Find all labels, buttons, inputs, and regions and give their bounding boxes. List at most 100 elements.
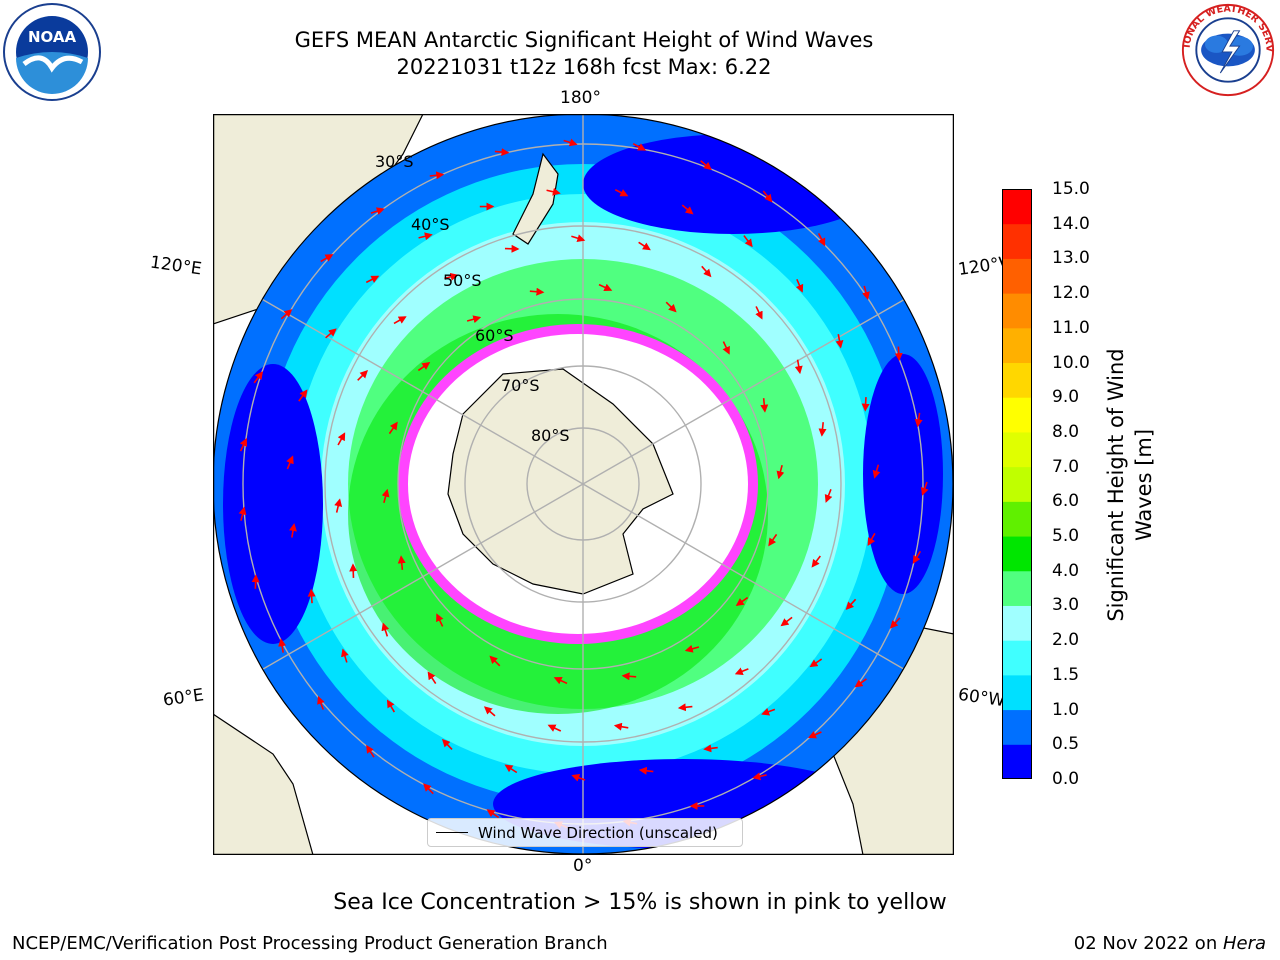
polar-map: 30°S 40°S 50°S 60°S 70°S 80°S (213, 114, 954, 855)
wave-direction-arrow (357, 369, 368, 381)
wave-direction-arrow (494, 148, 510, 157)
chart-title: GEFS MEAN Antarctic Significant Height o… (294, 28, 874, 52)
lon-label-60e: 60°E (161, 685, 206, 711)
wave-direction-arrow (504, 764, 518, 774)
lon-label-0: 0° (573, 856, 593, 876)
wave-direction-arrow (681, 204, 694, 215)
wave-direction-arrow (760, 398, 769, 413)
wave-direction-arrow (483, 706, 496, 717)
colorbar-segment (1002, 536, 1032, 572)
wave-direction-arrow (755, 306, 763, 320)
wave-direction-arrow (239, 437, 248, 452)
wave-direction-arrow (861, 397, 870, 412)
wave-direction-arrow (638, 241, 651, 251)
wave-direction-arrow (381, 488, 390, 504)
wave-direction-arrow (546, 187, 561, 196)
colorbar-segment (1002, 570, 1032, 606)
nws-logo: NATIONAL WEATHER SERVICE (1180, 2, 1275, 97)
new-zealand-land (512, 152, 559, 245)
lat-label-60s: 60°S (475, 326, 514, 345)
wave-direction-arrow (418, 232, 433, 241)
wave-direction-arrow (614, 189, 629, 197)
colorbar-tick-label: 1.5 (1052, 664, 1080, 685)
colorbar-tick-label: 4.0 (1052, 560, 1080, 581)
wave-direction-arrow (280, 309, 293, 320)
wave-direction-arrow (547, 724, 562, 732)
lat-label-70s: 70°S (501, 376, 540, 395)
longitude-grid (213, 114, 953, 854)
colorbar-tick-label: 8.0 (1052, 421, 1080, 442)
noaa-logo-text: NOAA (28, 28, 77, 46)
colorbar-tick-label: 3.0 (1052, 595, 1080, 616)
lon-label-120e: 120°E (148, 252, 203, 280)
wave-direction-arrow (780, 616, 793, 627)
wave-direction-arrow (486, 809, 500, 819)
colorbar-tick-label: 7.0 (1052, 456, 1080, 477)
wave-direction-arrow (366, 744, 375, 758)
wave-direction-arrow (571, 234, 586, 243)
wave-direction-arrow (824, 489, 833, 503)
wave-direction-arrow (809, 658, 823, 668)
wave-direction-arrow (286, 455, 294, 470)
wave-direction-arrow (734, 667, 749, 675)
colorbar-segment (1002, 431, 1032, 468)
wave-direction-arrow (466, 315, 482, 324)
colorbar-segment (1002, 709, 1032, 745)
wind-wave-arrows (238, 138, 929, 829)
colorbar-segment (1002, 397, 1032, 433)
wave-direction-arrow (341, 648, 349, 663)
wave-direction-arrow (743, 235, 753, 248)
wave-direction-arrow (381, 622, 390, 637)
wave-direction-arrow (370, 207, 385, 215)
wave-direction-arrow (307, 588, 316, 604)
colorbar-segment (1002, 223, 1032, 259)
lon-label-60w: 60°W (956, 684, 1007, 712)
footer-host: Hera (1222, 933, 1266, 954)
wave-direction-arrow (872, 464, 881, 479)
wave-direction-arrow (703, 744, 718, 753)
colorbar-segment (1002, 293, 1032, 329)
colorbar-tick-label: 1.0 (1052, 699, 1080, 720)
colorbar-tick-label: 15.0 (1052, 179, 1090, 199)
wave-direction-arrow (444, 272, 459, 281)
wave-direction-arrow (386, 699, 396, 713)
colorbar-segment (1002, 605, 1032, 641)
wave-direction-arrow (794, 359, 803, 375)
wave-direction-arrow (914, 412, 923, 428)
wave-direction-arrow (317, 695, 325, 710)
wave-direction-arrow (427, 671, 437, 684)
wave-direction-arrow (325, 328, 337, 339)
colorbar-tick-label: 0.5 (1052, 734, 1080, 755)
lat-label-50s: 50°S (443, 271, 482, 290)
wave-direction-arrow (489, 655, 501, 667)
wave-direction-arrow (867, 532, 876, 547)
lat-label-40s: 40°S (411, 215, 450, 234)
wave-direction-arrow (776, 464, 785, 480)
colorbar-segment (1002, 327, 1032, 364)
wave-direction-arrow (735, 596, 749, 606)
wave-direction-arrow (417, 362, 431, 372)
wave-direction-arrow (632, 142, 647, 151)
wave-direction-arrow (571, 774, 586, 782)
colorbar-tick-label: 12.0 (1052, 283, 1090, 304)
colorbar-tick-label: 13.0 (1052, 248, 1090, 269)
wave-direction-arrow (441, 738, 453, 750)
antarctica-land (447, 368, 674, 595)
colorbar-tick-label: 10.0 (1052, 352, 1090, 373)
wave-direction-arrow (529, 287, 545, 296)
colorbar-tick-label: 2.0 (1052, 630, 1080, 651)
colorbar-segment (1002, 258, 1032, 294)
wave-direction-arrow (320, 254, 334, 263)
wave-direction-arrow (436, 613, 444, 627)
wave-direction-arrow (762, 190, 773, 203)
wave-direction-arrow (722, 341, 730, 355)
wave-direction-arrow (638, 766, 654, 775)
colorbar-segment (1002, 501, 1032, 537)
colorbar-tick-label: 0.0 (1052, 769, 1080, 789)
colorbar-tick-label: 14.0 (1052, 213, 1090, 234)
wave-direction-arrow (365, 275, 380, 284)
noaa-logo: NOAA (3, 3, 101, 101)
colorbar-title-line1: Significant Height of Wind (1104, 348, 1128, 622)
legend-label: Wind Wave Direction (unscaled) (478, 823, 718, 842)
wave-direction-arrow (835, 334, 844, 349)
